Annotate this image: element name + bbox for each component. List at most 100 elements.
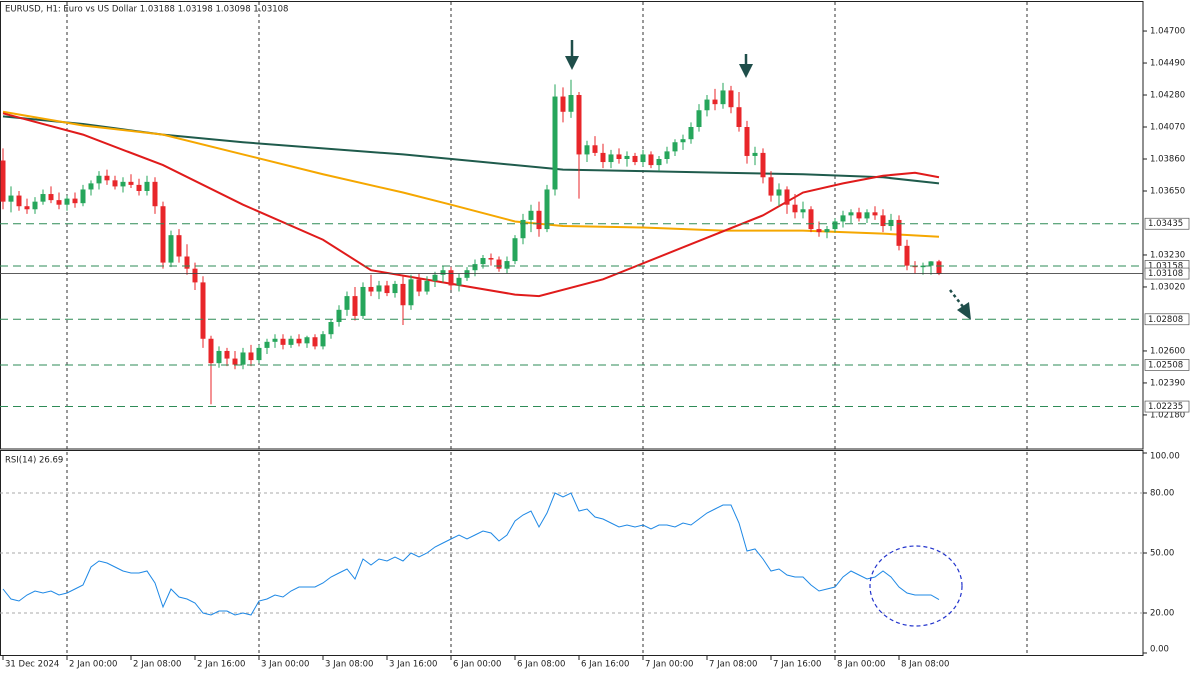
candle-body	[40, 194, 46, 202]
candle-body	[240, 352, 246, 365]
y-tick-label: 1.03230	[1150, 250, 1185, 260]
candle-body	[184, 256, 190, 269]
candle-body	[672, 142, 678, 152]
candle-body	[824, 229, 830, 233]
candle-body	[504, 261, 510, 269]
x-tick-label: 3 Jan 16:00	[389, 660, 437, 670]
y-tick-label: 1.03650	[1150, 186, 1185, 196]
candle-body	[16, 195, 22, 207]
candle-body	[720, 90, 726, 105]
level-label: 1.02508	[1148, 360, 1183, 370]
candle-body	[456, 277, 462, 286]
candle-body	[176, 235, 182, 257]
candle-body	[800, 209, 806, 213]
x-tick-label: 2 Jan 08:00	[133, 660, 181, 670]
level-label: 1.03158	[1148, 261, 1183, 271]
candle-body	[400, 283, 406, 306]
candle-body	[120, 181, 126, 187]
candle-body	[352, 296, 358, 316]
candle-body	[152, 181, 158, 207]
candle-body	[544, 189, 550, 230]
x-tick-label: 3 Jan 00:00	[261, 660, 309, 670]
candle-body	[528, 210, 534, 220]
candle-body	[48, 194, 54, 201]
rsi-title: RSI(14) 26.69	[5, 456, 63, 466]
y-tick-label: 1.04490	[1150, 59, 1185, 69]
candle-body	[760, 152, 766, 178]
candle-body	[32, 201, 38, 210]
candle-body	[424, 280, 430, 292]
candle-body	[608, 154, 614, 163]
y-tick-label: 1.02600	[1150, 346, 1185, 356]
y-tick-label: 1.04070	[1150, 123, 1185, 133]
candle-body	[520, 219, 526, 239]
candle-body	[928, 261, 934, 266]
candle-body	[64, 198, 70, 205]
candle-body	[280, 338, 286, 345]
y-tick-label: 0.00	[1150, 645, 1169, 655]
y-tick-label: 100.00	[1150, 452, 1180, 462]
last-price-label: 1.03108	[1148, 269, 1183, 279]
candle-body	[336, 309, 342, 323]
candle-body	[776, 189, 782, 196]
x-tick-label: 2 Jan 00:00	[69, 660, 117, 670]
candle-body	[680, 139, 686, 143]
candle-body	[808, 209, 814, 230]
candle-body	[864, 212, 870, 219]
candle-body	[552, 96, 558, 190]
level-label-box	[1144, 217, 1190, 230]
arrow	[949, 289, 965, 309]
candle-body	[392, 283, 398, 294]
arrow-head	[739, 64, 753, 78]
candle-body	[408, 279, 414, 306]
y-tick-label: 1.04700	[1150, 27, 1185, 37]
moving-average	[2, 112, 940, 298]
candle-body	[640, 154, 646, 163]
candle-body	[464, 270, 470, 278]
candle-body	[736, 107, 742, 128]
candle-body	[568, 95, 574, 112]
x-tick-label: 3 Jan 08:00	[325, 660, 373, 670]
candle-body	[368, 286, 374, 292]
annotations	[565, 40, 971, 627]
candle-body	[256, 347, 262, 361]
candle-body	[224, 350, 230, 359]
candle-body	[80, 189, 86, 204]
candle-body	[936, 261, 942, 274]
candle-body	[600, 152, 606, 163]
candle-body	[56, 200, 62, 205]
candle-body	[560, 96, 566, 112]
y-tick-label: 1.02180	[1150, 410, 1185, 420]
candle-body	[848, 212, 854, 216]
candle-body	[816, 229, 822, 233]
candle-body	[264, 341, 270, 348]
candle-body	[896, 219, 902, 246]
level-label-box	[1144, 313, 1190, 326]
candle-body	[296, 338, 302, 344]
candle-body	[592, 145, 598, 153]
candle-body	[792, 204, 798, 213]
candle-body	[664, 151, 670, 159]
candle-body	[872, 212, 878, 216]
candle-body	[576, 95, 582, 155]
x-tick-label: 8 Jan 08:00	[901, 660, 949, 670]
candle-body	[440, 270, 446, 275]
candle-body	[0, 160, 6, 202]
candle-body	[88, 183, 94, 190]
candle-body	[584, 145, 590, 155]
candle-body	[384, 285, 390, 294]
arrow-head	[565, 56, 579, 70]
candle-body	[344, 296, 350, 310]
price-panel	[0, 1, 1144, 450]
candle-body	[784, 189, 790, 205]
x-tick-label: 2 Jan 16:00	[197, 660, 245, 670]
candle-body	[448, 270, 454, 286]
candle-body	[704, 99, 710, 111]
candle-body	[480, 258, 486, 265]
candle-body	[744, 127, 750, 156]
candle-body	[232, 358, 238, 365]
candle-body	[248, 352, 254, 361]
candle-body	[616, 154, 622, 159]
moving-average	[2, 110, 940, 238]
